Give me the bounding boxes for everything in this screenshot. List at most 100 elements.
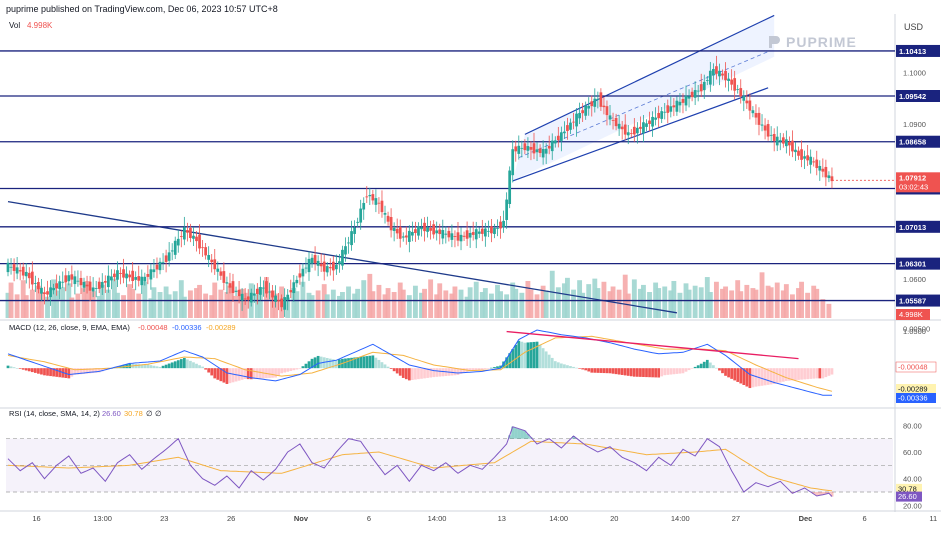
macd-histogram-bar <box>669 368 672 374</box>
volume-bar <box>115 293 120 318</box>
candle-body <box>323 262 326 272</box>
time-tick-label: 13:00 <box>93 514 112 523</box>
candle-body <box>384 213 387 215</box>
volume-bar <box>826 304 831 318</box>
candle-body <box>551 141 554 151</box>
volume-bar <box>203 294 208 318</box>
volume-bar <box>30 290 35 318</box>
currency-label[interactable]: USD <box>904 22 923 32</box>
time-tick-label: 23 <box>160 514 168 523</box>
macd-histogram-bar <box>700 364 703 368</box>
macd-histogram-bar <box>192 362 195 368</box>
macd-histogram-bar <box>809 368 812 379</box>
volume-bar <box>790 294 795 318</box>
candle-body <box>344 246 347 254</box>
candle-body <box>253 293 256 295</box>
volume-bar <box>294 291 299 318</box>
macd-histogram-bar <box>761 368 764 386</box>
candle-body <box>505 200 508 220</box>
candle-body <box>590 101 593 106</box>
rsi-legend-value: 26.60 <box>102 409 121 418</box>
macd-histogram-bar <box>600 368 603 373</box>
level-tag-label: 1.05587 <box>899 297 926 306</box>
candle-body <box>466 230 469 238</box>
candle-body <box>706 80 709 81</box>
candle-body <box>812 161 815 162</box>
volume-bar <box>361 280 366 318</box>
volume-bar <box>556 287 561 318</box>
candle-body <box>499 222 502 229</box>
candle-body <box>198 235 201 249</box>
macd-histogram-bar <box>22 368 25 369</box>
macd-histogram-bar <box>289 368 292 371</box>
candle-body <box>788 142 791 145</box>
candle-body <box>302 269 305 277</box>
candle-body <box>533 143 536 153</box>
macd-histogram-bar <box>283 368 286 372</box>
candle-body <box>7 263 10 272</box>
candle-body <box>554 140 557 143</box>
macd-histogram-bar <box>481 368 484 370</box>
volume-bar <box>453 287 458 319</box>
candle-body <box>356 222 359 223</box>
macd-histogram-bar <box>596 368 599 373</box>
macd-histogram-bar <box>305 364 308 368</box>
macd-histogram-bar <box>347 358 350 368</box>
candle-body <box>803 156 806 158</box>
volume-bar <box>483 288 488 318</box>
candle-body <box>773 134 776 141</box>
candle-body <box>292 282 295 293</box>
candle-body <box>308 259 311 272</box>
candle-body <box>70 274 73 279</box>
volume-bar <box>754 290 759 318</box>
macd-histogram-bar <box>362 356 365 368</box>
candle-body <box>19 270 22 271</box>
macd-histogram-bar <box>171 362 174 368</box>
macd-histogram-bar <box>229 368 232 383</box>
puprime-logo-icon <box>766 34 782 50</box>
volume-bar <box>60 287 65 318</box>
time-tick-label: 20 <box>610 514 618 523</box>
candle-body <box>137 276 140 281</box>
candle-body <box>223 271 226 283</box>
macd-histogram-bar <box>785 368 788 381</box>
candle-body <box>329 267 332 268</box>
volume-bar <box>498 291 503 318</box>
volume-bar <box>142 282 147 318</box>
candle-body <box>77 281 80 282</box>
volume-bar <box>595 288 600 318</box>
candle-body <box>791 141 794 152</box>
macd-histogram-bar <box>213 368 216 378</box>
macd-histogram-bar <box>752 368 755 387</box>
macd-histogram-bar <box>727 368 730 377</box>
volume-bar <box>632 279 637 318</box>
candle-body <box>435 230 438 233</box>
candle-body <box>335 265 338 269</box>
macd-histogram-bar <box>542 348 545 368</box>
candle-body <box>821 169 824 172</box>
candle-body <box>13 264 16 271</box>
macd-histogram-bar <box>490 368 493 369</box>
candle-body <box>779 140 782 141</box>
macd-histogram-bar <box>408 368 411 380</box>
level-tag-label: 1.06301 <box>899 260 926 269</box>
macd-histogram-bar <box>642 368 645 377</box>
candle-body <box>350 231 353 245</box>
macd-histogram-bar <box>308 361 311 368</box>
rsi-legend-value: ∅ <box>155 409 162 418</box>
macd-histogram-bar <box>335 360 338 368</box>
macd-histogram-bar <box>791 368 794 380</box>
macd-histogram-bar <box>7 366 10 369</box>
macd-histogram-bar <box>539 345 542 368</box>
macd-histogram-bar <box>387 367 390 368</box>
volume-bar <box>513 289 518 318</box>
macd-histogram-bar <box>654 368 657 377</box>
candle-body <box>219 271 222 275</box>
macd-histogram-bar <box>825 368 828 377</box>
macd-histogram-bar <box>590 368 593 372</box>
volume-bar <box>687 290 692 318</box>
macd-histogram-bar <box>37 368 40 374</box>
candle-body <box>390 217 393 230</box>
macd-histogram-bar <box>177 360 180 368</box>
candle-body <box>633 127 636 135</box>
